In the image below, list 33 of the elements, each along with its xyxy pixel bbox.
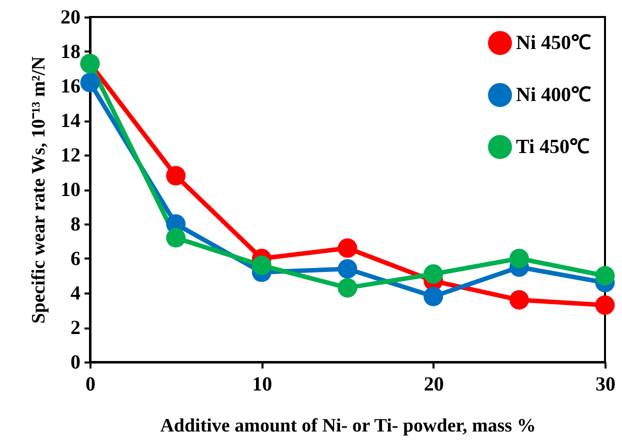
y-axis-title: Specific wear rate Ws, 10⁻¹³ m²/N: [28, 56, 50, 324]
point: [252, 256, 272, 276]
legend-label: Ni 450℃: [516, 32, 591, 54]
y-tick-label: 4: [70, 282, 80, 304]
point: [424, 286, 444, 306]
y-tick-label: 20: [60, 6, 80, 28]
point: [509, 290, 529, 310]
y-tick-label: 2: [70, 317, 80, 339]
x-tick-label: 10: [252, 374, 272, 396]
point: [424, 264, 444, 284]
x-tick-label: 30: [596, 374, 616, 396]
point: [338, 238, 358, 258]
point: [595, 266, 615, 286]
point: [80, 72, 100, 92]
legend-label: Ni 400℃: [516, 84, 591, 106]
y-tick-label: 6: [70, 248, 80, 270]
point: [595, 295, 615, 315]
y-tick-label: 18: [60, 41, 80, 63]
x-tick-label: 20: [424, 374, 444, 396]
point: [338, 259, 358, 279]
y-tick-label: 8: [70, 214, 80, 236]
y-tick-label: 0: [70, 352, 80, 374]
x-tick-label: 0: [86, 374, 96, 396]
x-axis-title: Additive amount of Ni- or Ti- powder, mass %: [160, 416, 536, 436]
y-tick-label: 10: [60, 179, 80, 201]
legend-label: Ti 450℃: [516, 136, 590, 158]
point: [166, 166, 186, 186]
point: [338, 278, 358, 298]
y-tick-label: 12: [60, 144, 80, 166]
y-tick-label: 16: [60, 76, 80, 98]
y-tick-label: 14: [60, 110, 80, 132]
point: [166, 228, 186, 248]
point: [509, 248, 529, 268]
